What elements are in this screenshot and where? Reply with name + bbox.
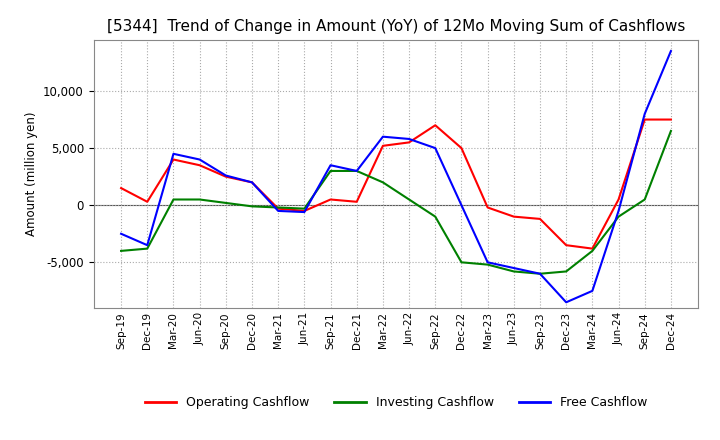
- Free Cashflow: [379, 134, 387, 139]
- Operating Cashflow: [352, 199, 361, 205]
- Operating Cashflow: [562, 242, 570, 248]
- Investing Cashflow: [483, 262, 492, 267]
- Operating Cashflow: [614, 197, 623, 202]
- Operating Cashflow: [326, 197, 335, 202]
- Operating Cashflow: [169, 157, 178, 162]
- Operating Cashflow: [457, 146, 466, 151]
- Operating Cashflow: [536, 216, 544, 222]
- Investing Cashflow: [667, 128, 675, 134]
- Operating Cashflow: [405, 140, 413, 145]
- Operating Cashflow: [379, 143, 387, 148]
- Operating Cashflow: [300, 208, 309, 213]
- Investing Cashflow: [352, 169, 361, 174]
- Free Cashflow: [510, 265, 518, 271]
- Free Cashflow: [614, 208, 623, 213]
- Operating Cashflow: [510, 214, 518, 219]
- Operating Cashflow: [143, 199, 152, 205]
- Operating Cashflow: [667, 117, 675, 122]
- Free Cashflow: [117, 231, 125, 236]
- Investing Cashflow: [536, 271, 544, 276]
- Investing Cashflow: [510, 269, 518, 274]
- Investing Cashflow: [300, 206, 309, 211]
- Investing Cashflow: [379, 180, 387, 185]
- Investing Cashflow: [274, 205, 282, 210]
- Investing Cashflow: [248, 204, 256, 209]
- Free Cashflow: [300, 209, 309, 215]
- Investing Cashflow: [614, 214, 623, 219]
- Free Cashflow: [640, 111, 649, 117]
- Free Cashflow: [431, 146, 440, 151]
- Free Cashflow: [352, 169, 361, 174]
- Operating Cashflow: [248, 180, 256, 185]
- Investing Cashflow: [431, 214, 440, 219]
- Free Cashflow: [483, 260, 492, 265]
- Investing Cashflow: [457, 260, 466, 265]
- Operating Cashflow: [483, 205, 492, 210]
- Operating Cashflow: [117, 185, 125, 191]
- Free Cashflow: [405, 136, 413, 142]
- Investing Cashflow: [640, 197, 649, 202]
- Free Cashflow: [667, 48, 675, 54]
- Free Cashflow: [143, 242, 152, 248]
- Investing Cashflow: [405, 197, 413, 202]
- Investing Cashflow: [195, 197, 204, 202]
- Investing Cashflow: [562, 269, 570, 274]
- Free Cashflow: [588, 288, 597, 293]
- Free Cashflow: [169, 151, 178, 157]
- Free Cashflow: [536, 271, 544, 276]
- Investing Cashflow: [169, 197, 178, 202]
- Operating Cashflow: [195, 163, 204, 168]
- Y-axis label: Amount (million yen): Amount (million yen): [24, 112, 37, 236]
- Line: Free Cashflow: Free Cashflow: [121, 51, 671, 302]
- Title: [5344]  Trend of Change in Amount (YoY) of 12Mo Moving Sum of Cashflows: [5344] Trend of Change in Amount (YoY) o…: [107, 19, 685, 34]
- Operating Cashflow: [431, 123, 440, 128]
- Line: Investing Cashflow: Investing Cashflow: [121, 131, 671, 274]
- Free Cashflow: [248, 180, 256, 185]
- Free Cashflow: [274, 208, 282, 213]
- Operating Cashflow: [588, 246, 597, 251]
- Free Cashflow: [457, 202, 466, 208]
- Investing Cashflow: [326, 169, 335, 174]
- Operating Cashflow: [274, 206, 282, 211]
- Free Cashflow: [222, 173, 230, 178]
- Operating Cashflow: [640, 117, 649, 122]
- Investing Cashflow: [588, 248, 597, 253]
- Free Cashflow: [562, 300, 570, 305]
- Free Cashflow: [326, 163, 335, 168]
- Free Cashflow: [195, 157, 204, 162]
- Operating Cashflow: [222, 174, 230, 179]
- Investing Cashflow: [222, 200, 230, 205]
- Investing Cashflow: [143, 246, 152, 251]
- Investing Cashflow: [117, 248, 125, 253]
- Legend: Operating Cashflow, Investing Cashflow, Free Cashflow: Operating Cashflow, Investing Cashflow, …: [140, 392, 652, 414]
- Line: Operating Cashflow: Operating Cashflow: [121, 120, 671, 249]
